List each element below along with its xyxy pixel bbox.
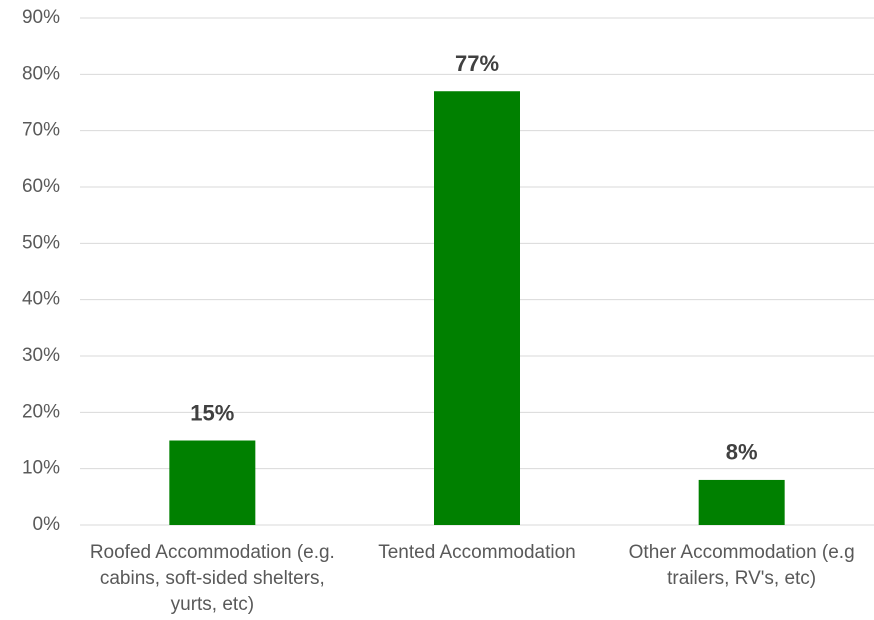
y-tick-label: 90% xyxy=(22,7,60,28)
x-tick-label: Other Accommodation (e.g trailers, RV's,… xyxy=(628,542,855,589)
y-tick-label: 20% xyxy=(22,401,60,422)
bar xyxy=(698,479,785,525)
bar xyxy=(169,440,256,525)
data-label: 8% xyxy=(726,440,758,465)
data-label: 15% xyxy=(190,400,234,425)
bar xyxy=(434,91,520,525)
y-tick-label: 60% xyxy=(22,176,60,197)
y-tick-label: 30% xyxy=(22,345,60,366)
x-tick-label: Tented Accommodation xyxy=(378,542,576,563)
data-label: 77% xyxy=(455,51,499,76)
y-tick-label: 0% xyxy=(33,514,61,535)
y-tick-label: 50% xyxy=(22,232,60,253)
y-tick-label: 40% xyxy=(22,289,60,310)
y-tick-label: 10% xyxy=(22,458,60,479)
y-tick-label: 70% xyxy=(22,120,60,141)
y-tick-label: 80% xyxy=(22,63,60,84)
x-tick-label: Roofed Accommodation (e.g. cabins, soft-… xyxy=(89,542,335,615)
